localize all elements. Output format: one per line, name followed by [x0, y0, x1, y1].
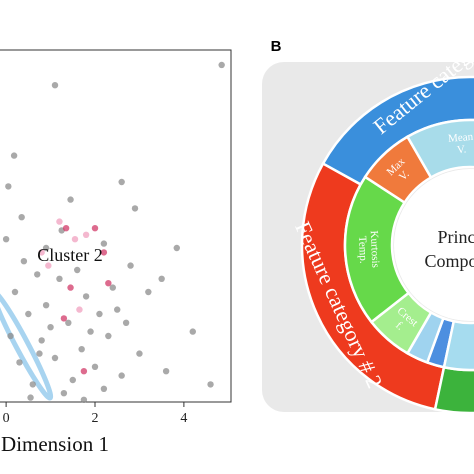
panel-label: B — [271, 38, 282, 55]
data-point — [60, 390, 68, 397]
data-point — [29, 381, 36, 388]
data-point — [47, 324, 54, 331]
data-point — [122, 319, 130, 326]
data-point — [82, 293, 90, 300]
data-point — [2, 236, 10, 243]
data-point — [118, 178, 125, 186]
data-point — [18, 214, 25, 221]
data-point — [96, 310, 103, 318]
feature-label-line: Kurtosis — [368, 230, 382, 268]
data-point — [173, 244, 180, 252]
data-point — [76, 306, 83, 313]
data-point — [100, 249, 108, 256]
feature-label: KurtosisTemp. — [356, 230, 382, 268]
data-point — [80, 396, 88, 403]
x-tick-label: 0 — [3, 411, 10, 426]
data-point — [11, 288, 19, 296]
data-point — [87, 328, 94, 335]
data-point — [136, 350, 143, 357]
data-point — [5, 183, 12, 190]
data-point — [45, 262, 52, 269]
annotation: Cluster 2 — [37, 245, 103, 265]
x-tick-label: 2 — [92, 411, 99, 426]
data-point — [36, 350, 43, 357]
data-point — [78, 346, 85, 353]
data-point — [38, 249, 45, 256]
x-axis-label: Dimension 1 — [1, 432, 109, 456]
data-point — [42, 302, 50, 309]
data-point — [118, 372, 125, 379]
data-point — [218, 61, 225, 69]
data-point — [105, 332, 112, 340]
data-point — [80, 368, 88, 375]
x-tick-label: 4 — [180, 411, 187, 426]
data-point — [109, 284, 116, 291]
data-point — [145, 288, 152, 296]
data-point — [27, 394, 34, 401]
feature-label-line: V. — [456, 143, 467, 156]
sunburst-segment — [433, 365, 474, 415]
feature-label-line: Mean — [448, 130, 474, 144]
plot-frame — [0, 49, 232, 403]
data-point — [91, 225, 99, 232]
data-point — [67, 284, 74, 291]
data-point — [69, 376, 76, 384]
data-point — [71, 236, 79, 243]
data-point — [51, 82, 59, 89]
feature-label-line: Temp. — [356, 236, 369, 264]
center-circle — [394, 169, 474, 321]
data-point — [189, 328, 196, 335]
sunburst-segment — [442, 319, 474, 372]
feature-label: MeanV. — [448, 130, 474, 156]
data-point — [38, 337, 45, 344]
data-point — [162, 368, 170, 375]
data-point — [114, 306, 121, 313]
data-point — [25, 310, 32, 318]
data-point — [10, 152, 18, 159]
data-point — [82, 231, 90, 238]
cluster-outline — [0, 289, 54, 401]
center-label: Principal — [438, 227, 474, 247]
data-point — [56, 218, 63, 225]
data-point — [158, 275, 165, 282]
data-point — [7, 332, 14, 340]
sunburst-segment — [405, 118, 474, 180]
data-point — [100, 385, 108, 392]
data-point — [131, 205, 139, 212]
data-point — [34, 271, 41, 278]
data-point — [20, 258, 28, 265]
data-point — [51, 354, 59, 362]
data-point — [127, 262, 134, 269]
data-point — [16, 359, 23, 366]
center-label: Components — [424, 251, 474, 271]
data-point — [60, 315, 68, 322]
data-point — [62, 225, 70, 232]
data-point — [56, 275, 63, 282]
data-point — [65, 319, 72, 326]
data-point — [207, 381, 214, 388]
data-point — [91, 363, 99, 370]
data-point — [74, 266, 81, 274]
data-point — [42, 244, 50, 252]
data-point — [67, 196, 74, 203]
data-point — [100, 240, 108, 247]
data-point — [105, 280, 112, 287]
